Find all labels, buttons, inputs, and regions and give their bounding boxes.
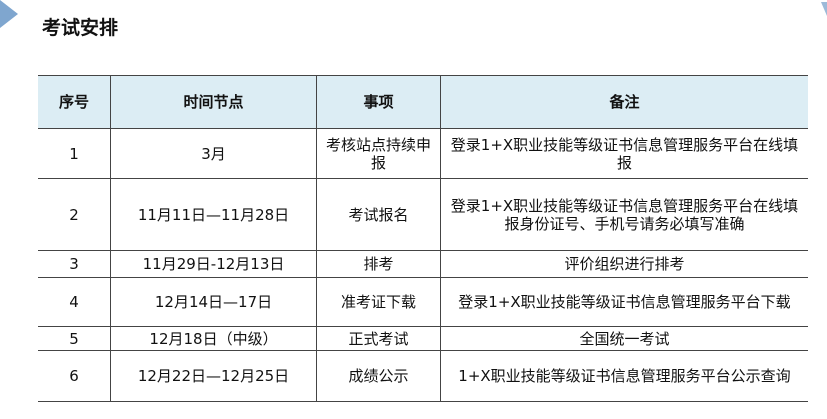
header-item: 事项 <box>316 75 441 129</box>
header-index: 序号 <box>38 75 111 129</box>
cell-index: 2 <box>38 178 111 251</box>
cell-notes: 登录1+X职业技能等级证书信息管理服务平台下载 <box>440 277 808 327</box>
cell-notes: 1+X职业技能等级证书信息管理服务平台公示查询 <box>440 350 808 402</box>
cell-notes: 登录1+X职业技能等级证书信息管理服务平台在线填报身份证号、手机号请务必填写准确 <box>440 178 808 251</box>
cell-item: 准考证下载 <box>316 277 441 327</box>
table-row: 6 12月22日—12月25日 成绩公示 1+X职业技能等级证书信息管理服务平台公示查… <box>38 350 808 402</box>
corner-decoration <box>0 0 18 28</box>
table-row: 5 12月18日（中级） 正式考试 全国统一考试 <box>38 326 808 351</box>
cell-index: 1 <box>38 128 111 179</box>
cell-time: 12月22日—12月25日 <box>110 350 317 402</box>
header-time: 时间节点 <box>110 75 317 129</box>
cell-index: 6 <box>38 350 111 402</box>
table-row: 4 12月14日—17日 准考证下载 登录1+X职业技能等级证书信息管理服务平台下载 <box>38 277 808 327</box>
cell-item: 考试报名 <box>316 178 441 251</box>
table-row: 3 11月29日-12月13日 排考 评价组织进行排考 <box>38 250 808 278</box>
cell-index: 3 <box>38 250 111 278</box>
cell-notes: 登录1+X职业技能等级证书信息管理服务平台在线填报 <box>440 128 808 179</box>
cell-time: 3月 <box>110 128 317 179</box>
cell-item: 考核站点持续申报 <box>316 128 441 179</box>
cell-item: 正式考试 <box>316 326 441 351</box>
page-title: 考试安排 <box>42 17 119 39</box>
cell-item: 成绩公示 <box>316 350 441 402</box>
cell-notes: 全国统一考试 <box>440 326 808 351</box>
cell-index: 4 <box>38 277 111 327</box>
table-row: 2 11月11日—11月28日 考试报名 登录1+X职业技能等级证书信息管理服务平台在… <box>38 178 808 251</box>
cell-item: 排考 <box>316 250 441 278</box>
cell-time: 11月29日-12月13日 <box>110 250 317 278</box>
cell-index: 5 <box>38 326 111 351</box>
cell-time: 11月11日—11月28日 <box>110 178 317 251</box>
exam-schedule-table: 序号 时间节点 事项 备注 1 3月 考核站点持续申报 登录1+X职业技能等级证书信息… <box>38 75 808 402</box>
cell-time: 12月14日—17日 <box>110 277 317 327</box>
cell-notes: 评价组织进行排考 <box>440 250 808 278</box>
header-notes: 备注 <box>440 75 808 129</box>
table-header-row: 序号 时间节点 事项 备注 <box>38 75 808 129</box>
table-row: 1 3月 考核站点持续申报 登录1+X职业技能等级证书信息管理服务平台在线填报 <box>38 128 808 179</box>
corner-decoration-right <box>821 2 827 16</box>
cell-time: 12月18日（中级） <box>110 326 317 351</box>
